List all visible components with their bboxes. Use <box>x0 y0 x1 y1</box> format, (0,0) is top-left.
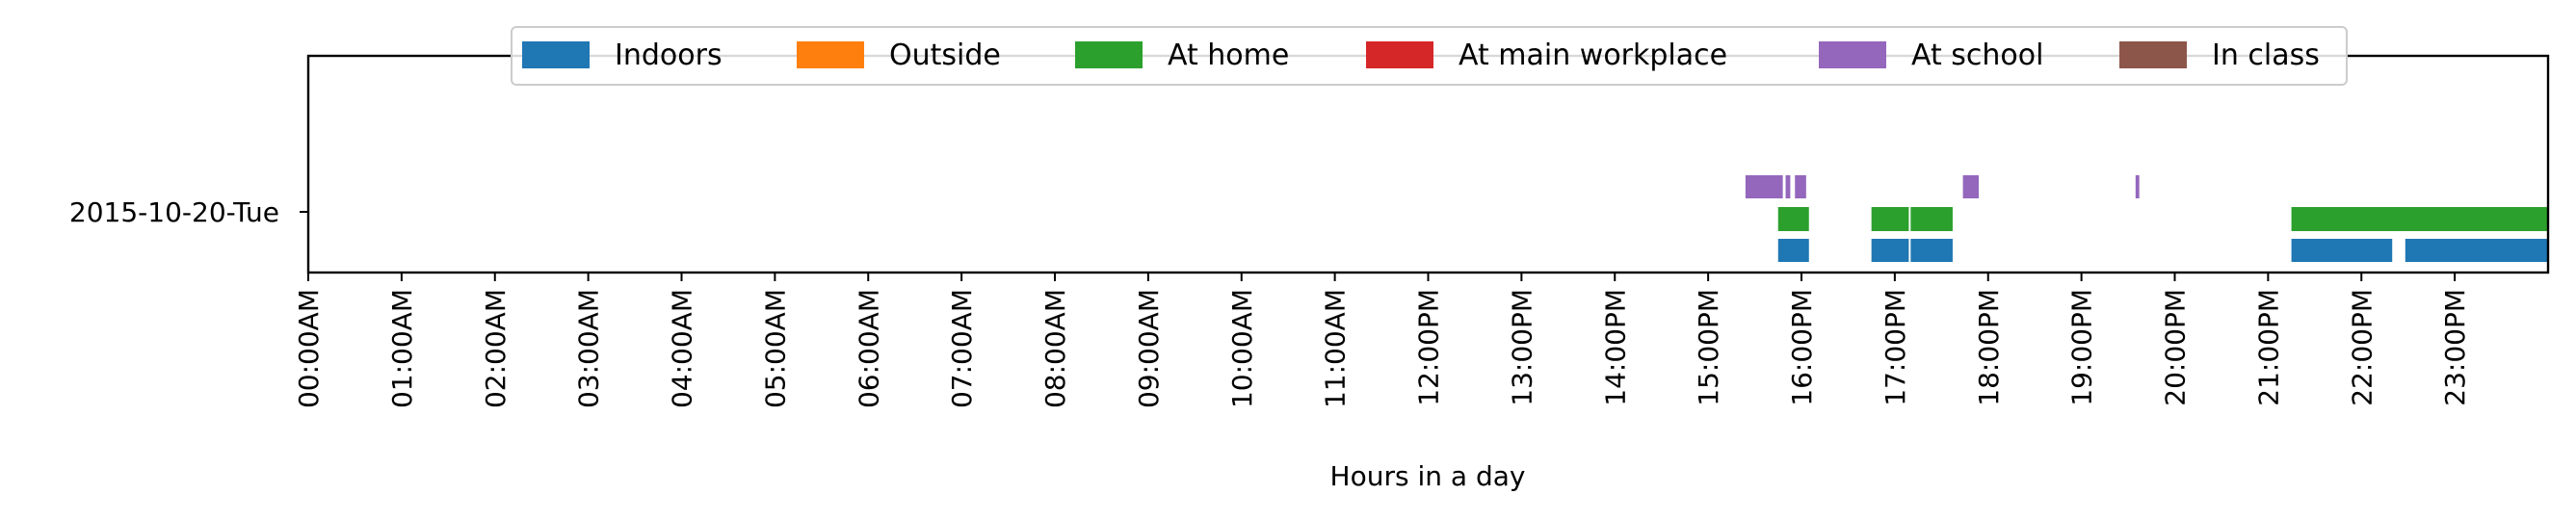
bar-at-home-0 <box>1777 207 1809 231</box>
legend-swatch <box>1366 41 1433 68</box>
legend-label: Outside <box>889 39 1001 72</box>
legend-swatch <box>1075 41 1143 68</box>
bar-at-school-0 <box>1745 175 1783 198</box>
x-tick-label: 18:00PM <box>1973 289 2005 406</box>
y-axis: 2015-10-20-Tue <box>69 196 308 228</box>
x-tick-label: 10:00AM <box>1226 289 1258 408</box>
x-tick-label: 06:00AM <box>853 289 884 408</box>
x-tick-label: 11:00AM <box>1320 289 1352 408</box>
bars-layer <box>1745 175 2548 262</box>
x-tick-label: 02:00AM <box>480 289 512 408</box>
legend-swatch <box>1819 41 1886 68</box>
x-tick-label: 04:00AM <box>667 289 698 408</box>
x-tick-label: 20:00PM <box>2160 289 2192 406</box>
x-tick-label: 03:00AM <box>573 289 605 408</box>
legend-swatch <box>2119 41 2187 68</box>
bar-at-home-2 <box>1910 207 1953 231</box>
x-tick-label: 23:00PM <box>2439 289 2471 406</box>
bar-at-home-1 <box>1871 207 1909 231</box>
x-tick-label: 12:00PM <box>1413 289 1445 406</box>
x-axis: 00:00AM 01:00AM 02:00AM 03:00AM 04:00AM 05:00… <box>293 273 2471 408</box>
x-tick-label: 21:00PM <box>2252 289 2284 406</box>
bar-at-home-3 <box>2291 207 2548 231</box>
bar-indoors-1 <box>1871 239 1909 262</box>
legend: Indoors Outside At home At main workplace At… <box>511 26 2348 86</box>
legend-swatch <box>797 41 864 68</box>
x-tick-label: 08:00AM <box>1039 289 1071 408</box>
x-tick-label: 00:00AM <box>293 289 325 408</box>
x-tick-label: 19:00PM <box>2066 289 2098 406</box>
bar-indoors-4 <box>2405 239 2548 262</box>
legend-label: In class <box>2212 39 2320 72</box>
x-tick-label: 01:00AM <box>386 289 418 408</box>
bar-at-school-3 <box>1962 175 1980 198</box>
bar-indoors-0 <box>1777 239 1809 262</box>
x-tick-label: 14:00PM <box>1599 289 1631 406</box>
bar-indoors-2 <box>1910 239 1953 262</box>
x-tick-label: 17:00PM <box>1879 289 1911 406</box>
x-tick-label: 05:00AM <box>759 289 791 408</box>
bar-at-school-2 <box>1795 175 1806 198</box>
x-tick-label: 15:00PM <box>1693 289 1724 406</box>
bar-indoors-3 <box>2291 239 2393 262</box>
bar-at-school-4 <box>2135 175 2140 198</box>
legend-swatch <box>522 41 590 68</box>
plot-frame <box>306 54 2550 274</box>
legend-label: At school <box>1911 39 2043 72</box>
x-tick-label: 13:00PM <box>1506 289 1538 406</box>
x-tick-label: 09:00AM <box>1133 289 1165 408</box>
x-axis-label: Hours in a day <box>1330 460 1526 492</box>
x-tick-label: 22:00PM <box>2346 289 2378 406</box>
x-tick-label: 07:00AM <box>946 289 978 408</box>
x-tick-label: 16:00PM <box>1786 289 1818 406</box>
legend-label: At home <box>1168 39 1289 72</box>
bar-at-school-1 <box>1785 175 1791 198</box>
legend-label: Indoors <box>615 39 723 72</box>
y-tick-label: 2015-10-20-Tue <box>69 196 279 228</box>
legend-label: At main workplace <box>1459 39 1727 72</box>
